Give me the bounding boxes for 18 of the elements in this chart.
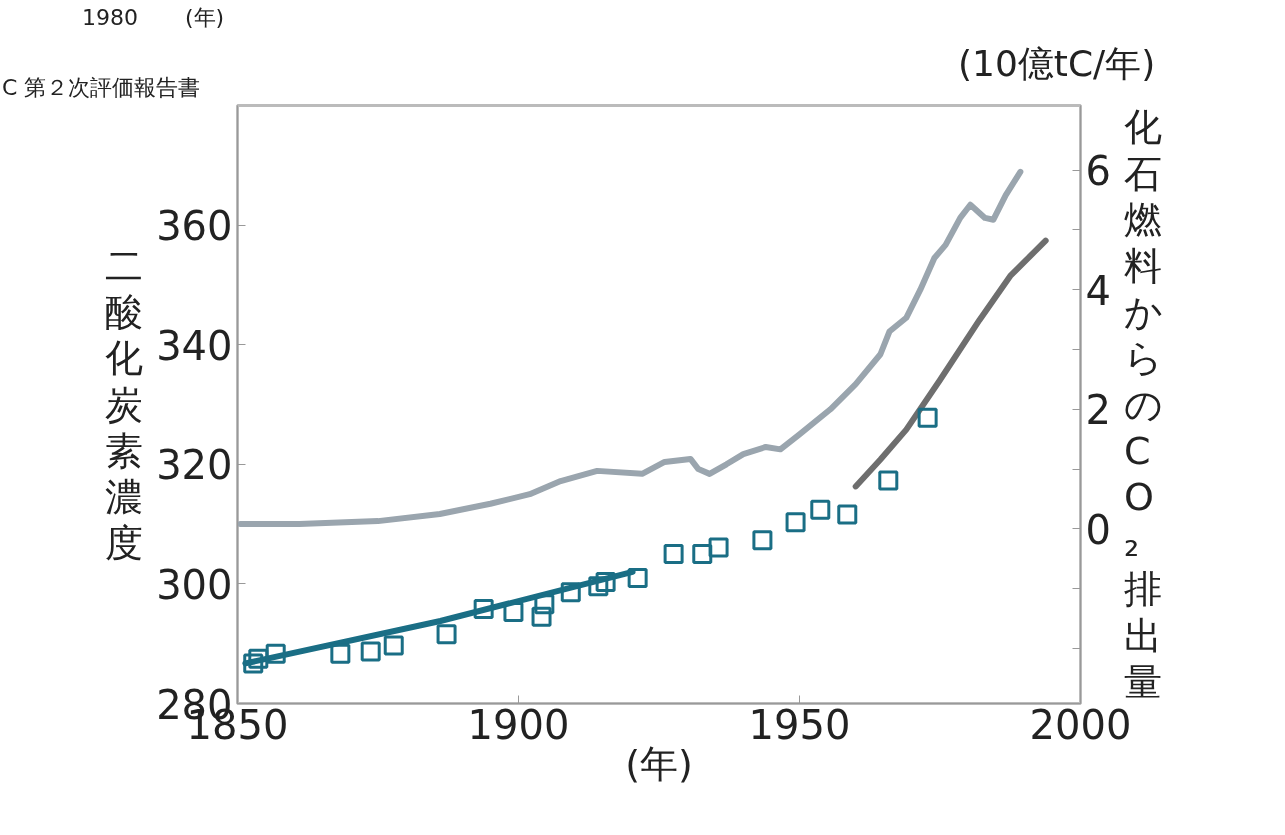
text: 1980 — [82, 4, 138, 32]
y2-tick-label: 2 — [1085, 387, 1111, 434]
y-tick-label: 340 — [156, 322, 233, 369]
x-tick-label: 2000 — [1029, 701, 1132, 748]
y2-tick-label: 0 — [1085, 506, 1111, 553]
y2-tick-label: 6 — [1085, 148, 1111, 195]
y2-tick-label: 4 — [1085, 267, 1111, 314]
x-tick-label: 1950 — [748, 701, 851, 748]
y-tick-label: 360 — [156, 203, 233, 250]
text: (10億tC/年) — [958, 42, 1156, 86]
x-tick-label: 1900 — [467, 701, 570, 748]
text: (年) — [185, 4, 225, 32]
text: C 第２次評価報告書 — [2, 74, 201, 102]
x-axis-title: (年) — [625, 741, 693, 786]
y-axis-title: 二酸化炭素濃度 — [105, 243, 144, 566]
y-tick-label: 320 — [156, 442, 233, 489]
text: 化石燃料からのCO₂排出量 — [1123, 105, 1163, 704]
y-tick-label: 300 — [156, 561, 233, 608]
